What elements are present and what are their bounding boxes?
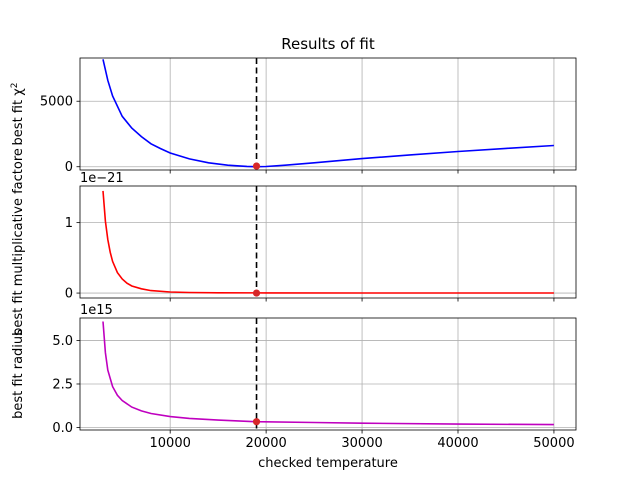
y-axis-label: best fit radius <box>11 329 26 419</box>
y-tick-label: 5.0 <box>52 334 73 349</box>
series-line <box>102 321 554 426</box>
y-offset-label: 1e15 <box>80 303 113 318</box>
panels: 0 5000 best fit χ2 0 1 1e−21 best fit multipli… <box>10 57 577 451</box>
y-tick-label: 5000 <box>40 95 73 110</box>
series-line <box>102 190 554 294</box>
panel-1: 0 5000 best fit χ2 <box>10 57 577 175</box>
y-tick-label: 1 <box>65 216 73 231</box>
best-fit-marker <box>252 418 261 426</box>
panel-2: 0 1 1e−21 best fit multiplicative factore <box>11 148 577 336</box>
y-tick-label: 0 <box>65 287 73 302</box>
best-fit-marker <box>252 162 261 170</box>
y-offset-label: 1e−21 <box>80 171 124 186</box>
y-tick-label: 0 <box>65 160 73 175</box>
x-tick-label: 30000 <box>341 436 382 451</box>
axes-frame <box>79 57 577 171</box>
series-line <box>102 59 554 168</box>
axes-frame <box>79 317 577 431</box>
y-axis-label: best fit multiplicative factore <box>11 148 26 336</box>
panel-3: 10000 20000 30000 40000 50000 0.0 2.5 5.0 1e15 be… <box>11 303 577 451</box>
x-tick-label: 50000 <box>533 436 574 451</box>
axes-frame <box>79 185 577 299</box>
x-tick-label: 40000 <box>437 436 478 451</box>
best-fit-marker <box>252 289 261 297</box>
x-tick-label: 20000 <box>245 436 286 451</box>
figure-title: Results of fit <box>281 35 375 53</box>
y-axis-label: best fit χ2 <box>10 83 26 146</box>
y-tick-label: 0.0 <box>52 421 73 436</box>
y-tick-label: 2.5 <box>52 377 73 392</box>
x-axis-label: checked temperature <box>258 456 398 471</box>
x-tick-label: 10000 <box>150 436 191 451</box>
